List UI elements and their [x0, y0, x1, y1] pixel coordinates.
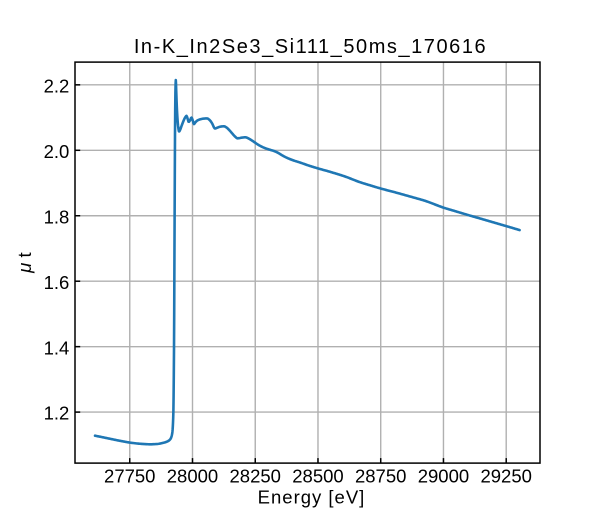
svg-text:27750: 27750 [104, 466, 155, 487]
svg-text:29000: 29000 [418, 466, 469, 487]
svg-text:1.4: 1.4 [44, 337, 70, 358]
svg-text:1.2: 1.2 [44, 403, 70, 424]
svg-text:28000: 28000 [167, 466, 218, 487]
svg-text:Energy [eV]: Energy [eV] [258, 487, 366, 508]
svg-text:In-K_In2Se3_Si111_50ms_170616: In-K_In2Se3_Si111_50ms_170616 [134, 36, 487, 58]
svg-text:μ t: μ t [14, 252, 35, 273]
svg-text:1.6: 1.6 [44, 272, 70, 293]
svg-text:28250: 28250 [230, 466, 281, 487]
svg-text:28750: 28750 [355, 466, 406, 487]
svg-text:2.0: 2.0 [44, 141, 70, 162]
svg-text:29250: 29250 [480, 466, 531, 487]
svg-text:28500: 28500 [292, 466, 343, 487]
svg-text:2.2: 2.2 [44, 75, 70, 96]
svg-text:1.8: 1.8 [44, 206, 70, 227]
